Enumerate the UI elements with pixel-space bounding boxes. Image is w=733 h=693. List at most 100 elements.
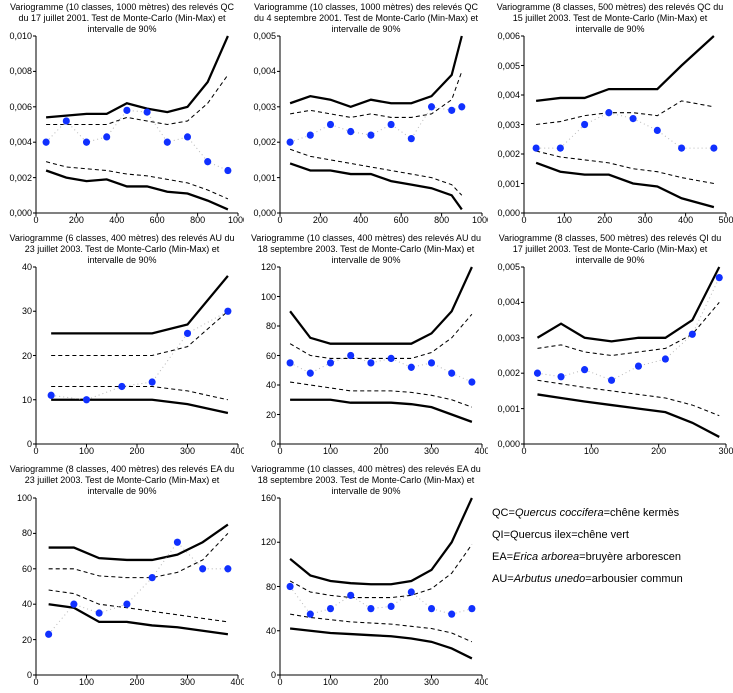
x-tick-label: 0 [521, 215, 526, 225]
x-tick-label: 800 [434, 215, 449, 225]
data-marker [635, 362, 642, 369]
y-tick-label: 40 [266, 626, 276, 636]
y-tick-label: 10 [22, 395, 32, 405]
data-marker [307, 370, 314, 377]
x-tick-label: 200 [373, 677, 388, 687]
data-marker [45, 631, 52, 638]
data-marker [367, 605, 374, 612]
data-marker [287, 583, 294, 590]
data-marker [557, 144, 564, 151]
y-tick-label: 0,000 [253, 208, 276, 218]
x-tick-label: 300 [180, 677, 195, 687]
y-tick-label: 40 [22, 599, 32, 609]
data-marker [307, 611, 314, 618]
data-marker [458, 103, 465, 110]
y-tick-label: 0,002 [9, 173, 32, 183]
chart-panel: Variogramme (6 classes, 400 mètres) des … [0, 231, 244, 462]
data-marker [224, 167, 231, 174]
x-axis: 0100200300 [524, 446, 726, 460]
x-axis: 0100200300400 [36, 446, 238, 460]
data-marker [678, 144, 685, 151]
y-tick-label: 0,004 [497, 90, 520, 100]
y-tick-label: 0,001 [253, 173, 276, 183]
x-tick-label: 300 [718, 446, 733, 456]
plot-area [524, 36, 726, 213]
y-tick-label: 0 [27, 439, 32, 449]
chart-title: Variogramme (8 classes, 500 mètres) des … [488, 233, 732, 266]
x-tick-label: 0 [33, 215, 38, 225]
y-axis: 0,0000,0010,0020,0030,0040,005 [488, 267, 522, 444]
data-marker [199, 565, 206, 572]
x-tick-label: 400 [109, 215, 124, 225]
x-tick-label: 100 [557, 215, 572, 225]
y-tick-label: 0 [27, 670, 32, 680]
data-marker [327, 121, 334, 128]
data-marker [174, 539, 181, 546]
data-marker [448, 107, 455, 114]
chart-title: Variogramme (6 classes, 400 mètres) des … [0, 233, 244, 266]
y-tick-label: 0 [271, 670, 276, 680]
data-marker [534, 370, 541, 377]
chart-title: Variogramme (10 classes, 1000 mètres) de… [0, 2, 244, 35]
data-marker [224, 308, 231, 315]
x-tick-label: 100 [584, 446, 599, 456]
data-marker [184, 330, 191, 337]
x-axis: 0100200300400 [36, 677, 238, 691]
data-marker [468, 605, 475, 612]
x-tick-label: 0 [521, 446, 526, 456]
data-marker [710, 144, 717, 151]
chart-panel: Variogramme (8 classes, 500 mètres) des … [488, 0, 732, 231]
data-marker [408, 364, 415, 371]
legend-item: QI=Quercus ilex=chêne vert [492, 524, 728, 546]
y-tick-label: 40 [266, 380, 276, 390]
data-marker [608, 377, 615, 384]
data-marker [83, 139, 90, 146]
x-tick-label: 300 [424, 677, 439, 687]
y-axis: 0,0000,0010,0020,0030,0040,005 [244, 36, 278, 213]
data-marker [43, 139, 50, 146]
y-tick-label: 0,005 [253, 31, 276, 41]
plot-area [280, 36, 482, 213]
y-tick-label: 0,002 [497, 149, 520, 159]
y-tick-label: 0,000 [497, 208, 520, 218]
data-marker [149, 378, 156, 385]
legend-item: AU=Arbutus unedo=arbousier commun [492, 568, 728, 590]
data-marker [654, 127, 661, 134]
y-tick-label: 80 [266, 582, 276, 592]
data-marker [557, 373, 564, 380]
y-tick-label: 0,004 [253, 66, 276, 76]
x-tick-label: 800 [190, 215, 205, 225]
legend-item: QC=Quercus coccifera=chêne kermès [492, 502, 728, 524]
x-axis: 0100200300400 [280, 446, 482, 460]
y-axis: 010203040 [0, 267, 34, 444]
legend-item: EA=Erica arborea=bruyère arborescen [492, 546, 728, 568]
x-tick-label: 200 [313, 215, 328, 225]
data-marker [123, 107, 130, 114]
data-marker [716, 274, 723, 281]
chart-title: Variogramme (10 classes, 400 mètres) des… [244, 233, 488, 266]
data-marker [367, 131, 374, 138]
plot-area [36, 267, 238, 444]
y-tick-label: 80 [22, 528, 32, 538]
data-marker [184, 133, 191, 140]
data-marker [287, 359, 294, 366]
data-marker [468, 378, 475, 385]
data-marker [581, 121, 588, 128]
y-tick-label: 0 [271, 439, 276, 449]
data-marker [48, 392, 55, 399]
data-marker [428, 359, 435, 366]
chart-panel: Variogramme (8 classes, 500 mètres) des … [488, 231, 732, 462]
data-marker [605, 109, 612, 116]
y-tick-label: 120 [261, 537, 276, 547]
data-marker [630, 115, 637, 122]
y-tick-label: 0,000 [497, 439, 520, 449]
y-tick-label: 60 [266, 351, 276, 361]
y-axis: 0,0000,0010,0020,0030,0040,0050,006 [488, 36, 522, 213]
data-marker [164, 139, 171, 146]
chart-panel: Variogramme (10 classes, 1000 mètres) de… [244, 0, 488, 231]
x-tick-label: 300 [638, 215, 653, 225]
y-tick-label: 0,005 [497, 61, 520, 71]
y-tick-label: 80 [266, 321, 276, 331]
data-marker [327, 359, 334, 366]
data-marker [428, 605, 435, 612]
